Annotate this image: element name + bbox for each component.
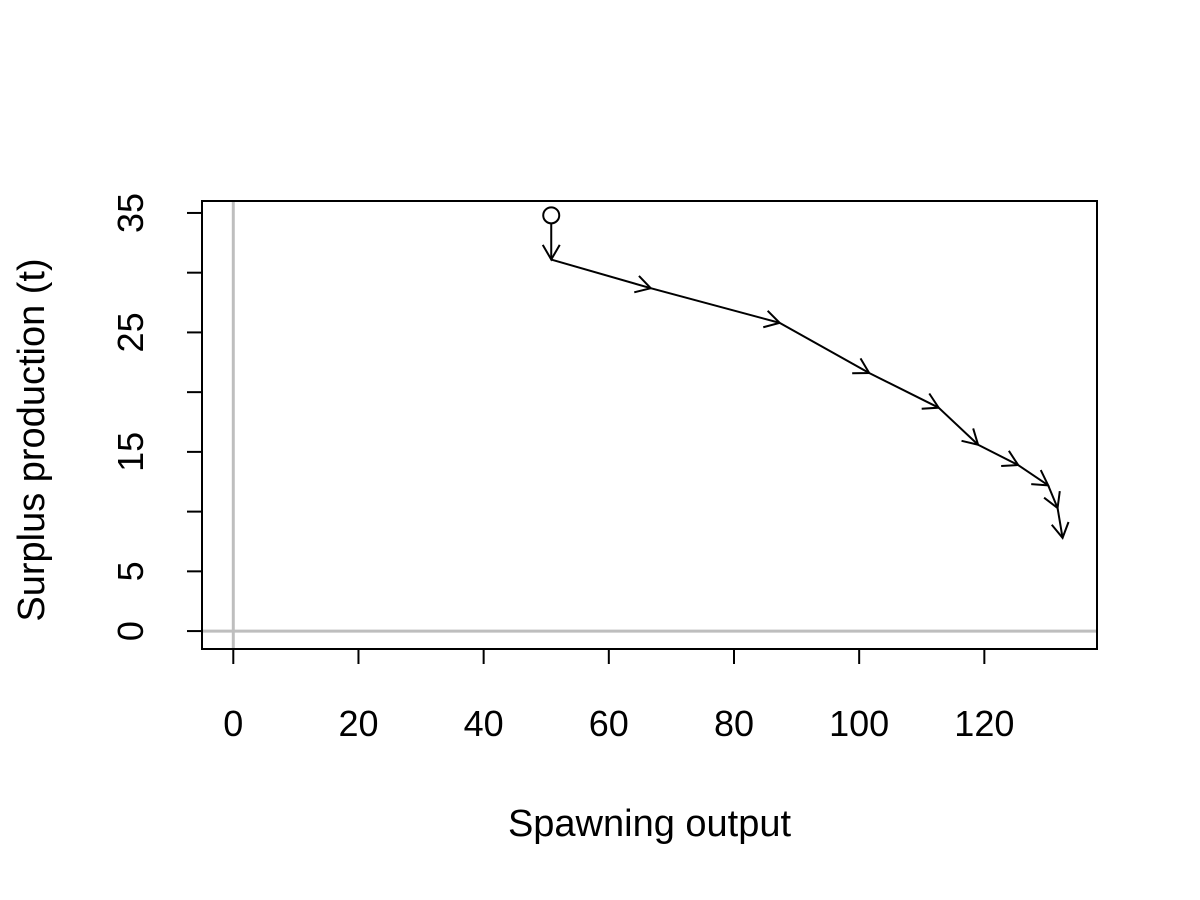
y-tick-label: 5 [110,561,151,581]
x-tick-label: 100 [829,703,889,744]
start-point-marker [542,206,561,225]
reference-lines [202,201,1097,649]
trajectory-segment [1017,464,1049,487]
trajectory-segment [977,443,1019,466]
plot-frame [201,200,1098,650]
arrow-head [1001,450,1020,467]
y-tick-label: 15 [110,432,151,472]
arrow-head [1031,469,1050,487]
arrow-head [1043,491,1061,510]
x-tick-label: 20 [338,703,378,744]
y-tick-label: 35 [110,193,151,233]
arrow-head [1050,521,1070,540]
y-tick-label: 0 [110,621,151,641]
series-layer [541,206,1070,540]
trajectory-segment [937,406,979,446]
y-axis: 0 5 15 25 35 [110,193,203,641]
y-axis-title: Surplus production (t) [11,258,53,621]
trajectory-segment [550,258,652,290]
trajectory-segment [1056,507,1064,539]
trajectory-segment [868,372,940,409]
y-tick-label: 25 [110,312,151,352]
trajectory-segment [650,287,780,324]
trajectory-segment [1047,484,1059,509]
x-tick-label: 60 [589,703,629,744]
trajectory-segment [779,321,870,374]
x-tick-label: 120 [954,703,1014,744]
x-tick-label: 40 [464,703,504,744]
x-tick-label: 0 [223,703,243,744]
arrow-head [921,392,941,410]
x-axis-title: Spawning output [508,803,792,845]
x-axis: 0 20 40 60 80 100 120 [223,648,1014,744]
x-tick-label: 80 [714,703,754,744]
